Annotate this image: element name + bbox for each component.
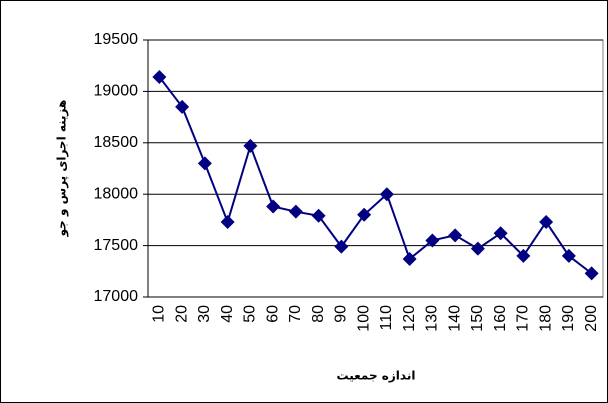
marker [243,138,258,153]
marker [493,226,508,241]
x-tick-label: 160 [492,305,509,332]
x-tick-label: 50 [242,305,259,323]
x-tick-label: 150 [469,305,486,332]
x-tick-label: 80 [310,305,327,323]
marker [197,156,212,171]
x-tick-label: 170 [515,305,532,332]
marker [448,228,463,243]
x-tick-label: 130 [424,305,441,332]
series-line [158,76,593,275]
marker [425,233,440,248]
y-tick-label: 18500 [94,134,139,151]
x-tick-label: 20 [173,305,190,323]
marker [152,70,167,85]
marker [220,214,235,229]
marker [357,207,372,222]
x-tick-label: 140 [446,305,463,332]
marker [334,239,349,254]
x-tick-label: 10 [151,305,168,323]
marker [516,248,531,263]
y-tick-label: 18000 [94,185,139,202]
x-tick-label: 70 [287,305,304,323]
marker [539,214,554,229]
marker [266,199,281,214]
x-tick-label: 100 [355,305,372,332]
marker [584,266,599,281]
y-tick-label: 17000 [94,288,139,305]
marker [561,248,576,263]
x-tick-label: 60 [264,305,281,323]
x-tick-label: 30 [196,305,213,323]
x-axis-title: اندازه جمعیت [337,369,416,383]
marker [311,208,326,223]
x-tick-label: 40 [219,305,236,323]
y-tick-label: 19000 [94,83,139,100]
x-tick-label: 110 [378,305,395,331]
y-axis-title: هزینه اجرای پرس و جو [55,100,70,238]
marker [470,241,485,256]
marker [175,99,190,114]
x-tick-label: 190 [560,305,577,332]
marker [402,251,417,266]
plot-area [147,39,604,298]
y-tick-label: 17500 [94,237,139,254]
x-tick-label: 180 [537,305,554,332]
marker [288,204,303,219]
y-tick-label: 19500 [94,31,139,48]
x-tick-label: 120 [401,305,418,332]
x-tick-label: 200 [583,305,600,332]
marker [379,187,394,202]
x-tick-label: 90 [333,305,350,323]
